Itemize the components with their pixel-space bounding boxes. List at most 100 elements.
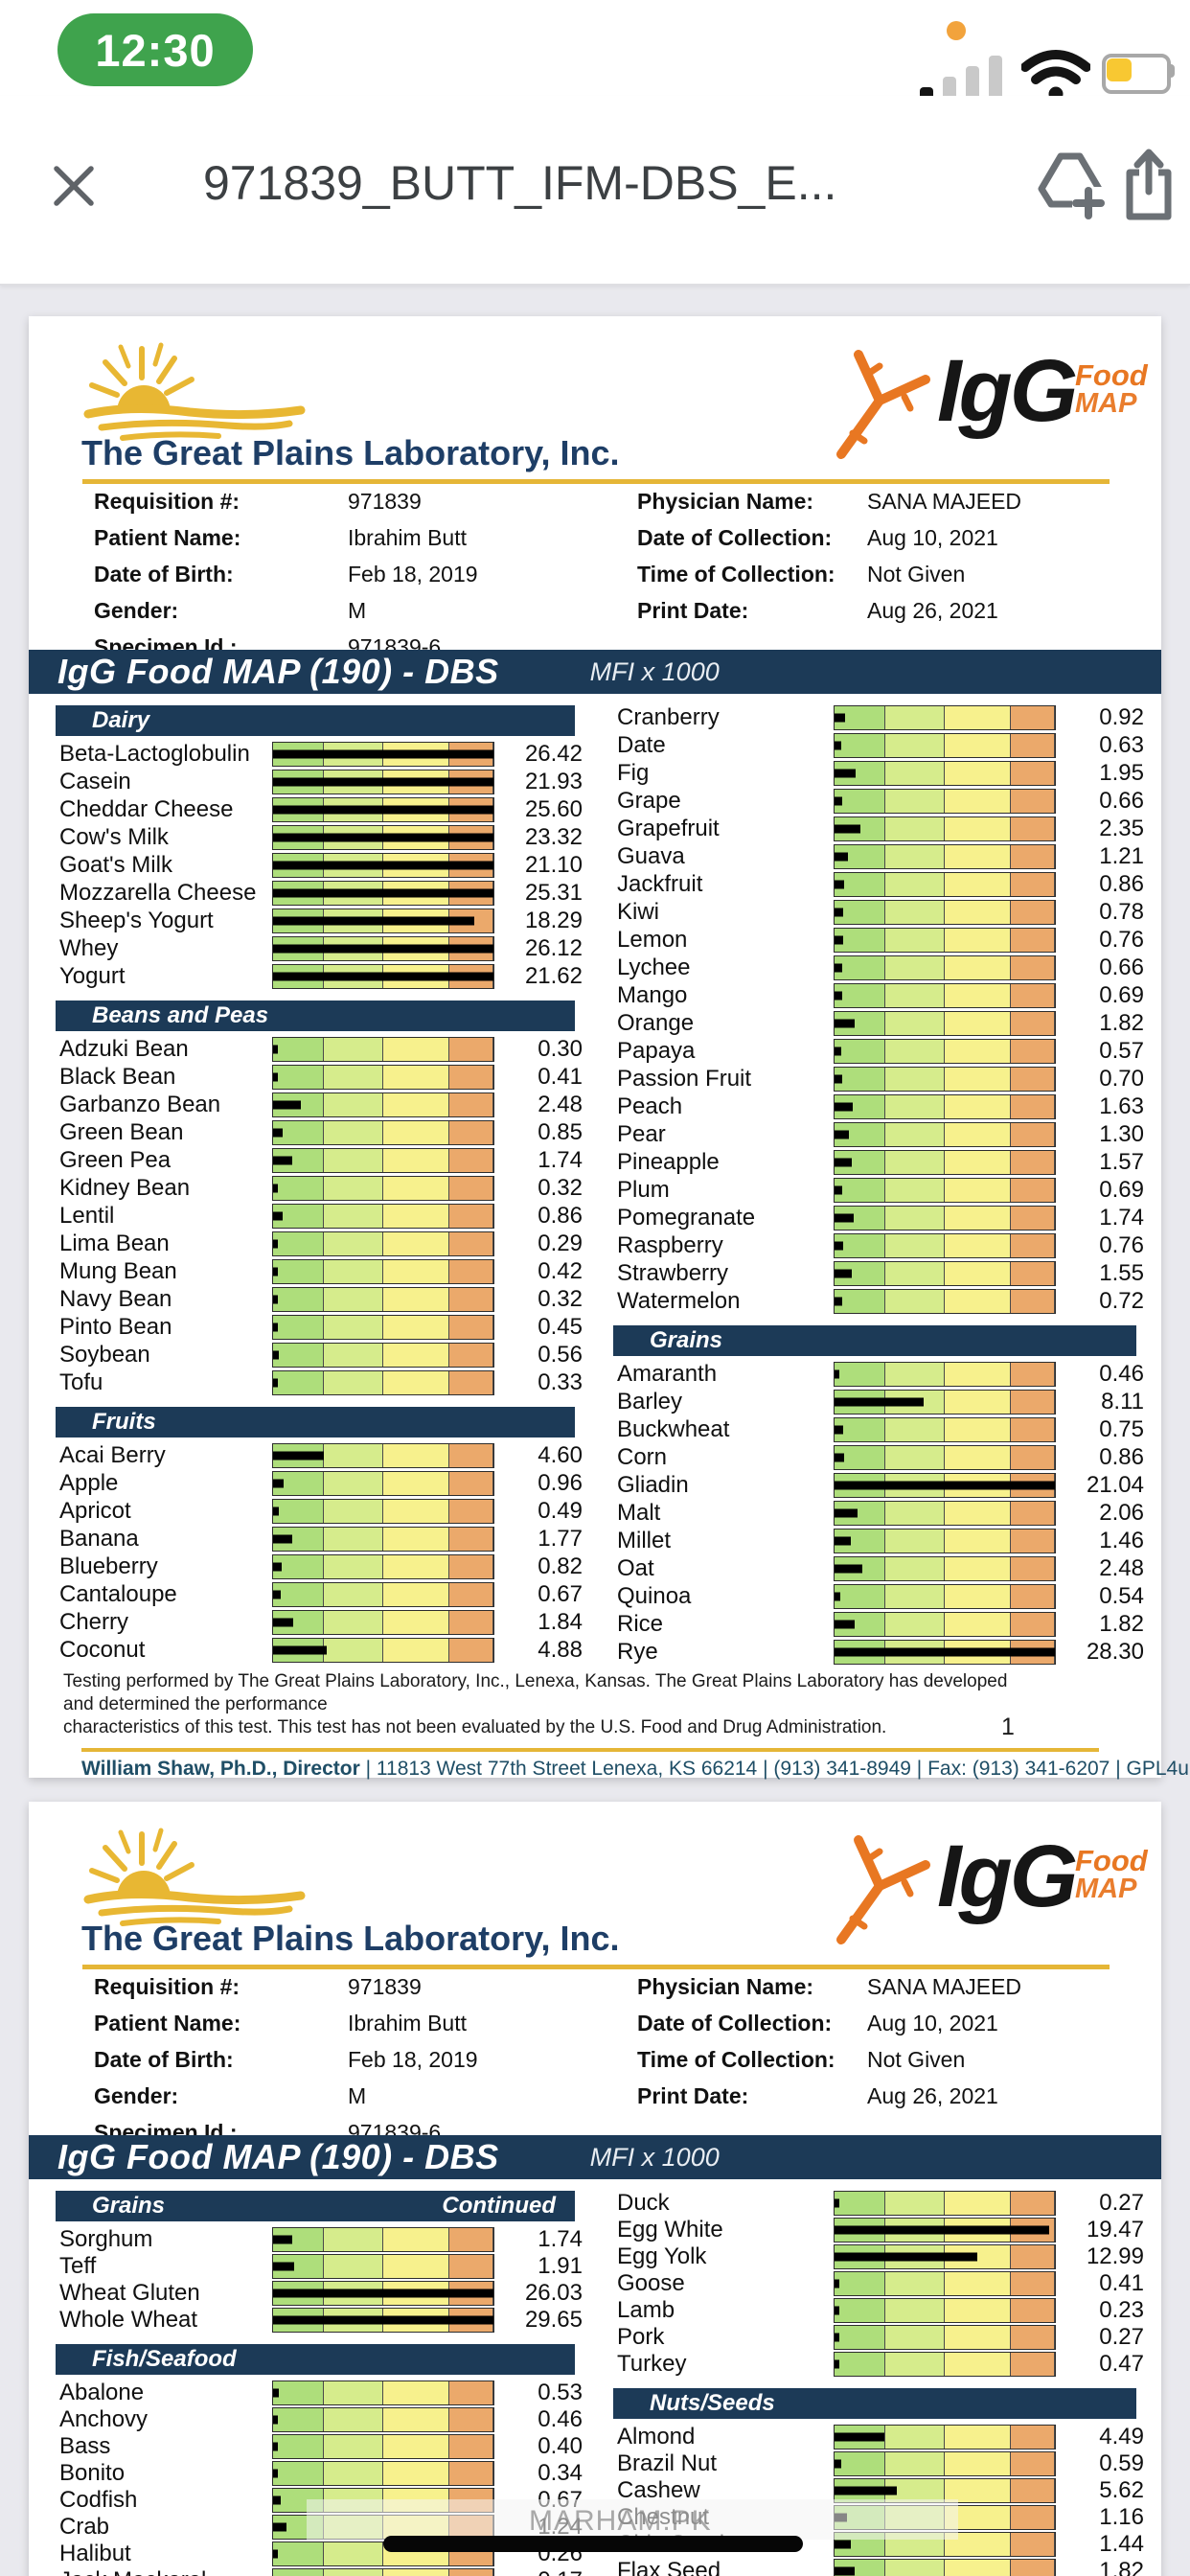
bar-zone: [944, 1391, 1011, 1414]
bar-zone: [273, 1371, 324, 1394]
bar-value-fill: [835, 1592, 841, 1601]
close-button[interactable]: [40, 148, 107, 228]
bar-value-fill: [835, 2540, 851, 2549]
logo-map-text: MAP: [1075, 1874, 1137, 1904]
field-label: Requisition #:: [94, 489, 240, 514]
bar-zone: [323, 1316, 383, 1339]
result-row: Yogurt 21.62: [46, 963, 584, 989]
bar-zone: [944, 706, 1011, 729]
bar-zone: [835, 1585, 885, 1608]
bar-value-fill: [273, 2496, 281, 2505]
bar-zone: [1010, 1585, 1055, 1608]
result-bar: [834, 1289, 1056, 1314]
result-value: 1.95: [1099, 760, 1144, 786]
bar-value-fill: [835, 1425, 843, 1435]
result-row: Green Pea 1.74: [46, 1147, 584, 1173]
result-bar: [272, 964, 494, 989]
bar-zone: [835, 873, 885, 896]
result-value: 0.17: [494, 2567, 584, 2576]
bar-zone: [884, 1262, 945, 1285]
bar-zone: [884, 1530, 945, 1552]
result-row: Mung Bean 0.42: [46, 1258, 584, 1284]
result-row: Date 0.63: [604, 732, 1146, 758]
share-button[interactable]: [1115, 148, 1182, 228]
bar-zone: [323, 1444, 383, 1467]
result-bar: [834, 2218, 1056, 2242]
result-value: 1.57: [1099, 1149, 1144, 1175]
field-label: Requisition #:: [94, 1974, 240, 1999]
bar-zone: [448, 1472, 493, 1495]
field-label: Physician Name:: [637, 489, 814, 514]
bar-zone: [835, 2326, 885, 2349]
result-value: 0.46: [538, 2406, 583, 2432]
patient-field-row: Gender: M: [94, 2083, 611, 2109]
result-bar: [272, 1231, 494, 1256]
bar-zone: [944, 1234, 1011, 1257]
result-value: 1.30: [1099, 1121, 1144, 1147]
result-row: Cranberry 0.92: [604, 704, 1146, 730]
result-value: 0.72: [1099, 1288, 1144, 1314]
bar-zone: [448, 2381, 493, 2404]
result-row: Tofu 0.33: [46, 1369, 584, 1395]
time-pill[interactable]: 12:30: [57, 13, 253, 86]
result-row: Cherry 1.84: [46, 1609, 584, 1635]
bar-zone: [944, 2272, 1011, 2295]
section-header: Fish/Seafood: [56, 2344, 575, 2375]
bar-zone: [323, 1528, 383, 1551]
field-label: Gender:: [94, 2083, 179, 2108]
result-bar: [272, 1315, 494, 1340]
bar-zone: [835, 1068, 885, 1091]
result-row: Banana 1.77: [46, 1526, 584, 1552]
food-label: Lamb: [617, 2297, 675, 2323]
section-title: Nuts/Seeds: [650, 2390, 775, 2416]
bar-zone: [382, 1611, 449, 1634]
result-value: 1.44: [1099, 2531, 1144, 2557]
bar-value-fill: [273, 2315, 493, 2325]
result-row: Fig 1.95: [604, 760, 1146, 786]
result-value: 26.42: [524, 741, 583, 767]
bar-zone: [835, 734, 885, 757]
result-value: 0.57: [1099, 1038, 1144, 1064]
food-label: Yogurt: [59, 963, 126, 989]
bar-zone: [1010, 1040, 1055, 1063]
food-label: Pear: [617, 1121, 666, 1147]
food-label: Guava: [617, 843, 685, 869]
bar-zone: [884, 2326, 945, 2349]
home-indicator[interactable]: [383, 2536, 803, 2552]
add-to-drive-button[interactable]: [1037, 148, 1105, 228]
result-value: 29.65: [524, 2307, 583, 2333]
bar-value-fill: [273, 805, 493, 815]
bar-zone: [448, 1177, 493, 1200]
bar-value-fill: [835, 880, 844, 889]
bar-value-fill: [273, 1645, 328, 1655]
food-label: Casein: [59, 769, 131, 794]
result-value: 1.16: [1099, 2504, 1144, 2530]
result-row: Egg White 19.47: [604, 2217, 1146, 2242]
result-bar: [272, 1092, 494, 1117]
bar-zone: [448, 1583, 493, 1606]
bar-zone: [1010, 790, 1055, 813]
bar-value-fill: [835, 1158, 853, 1167]
food-label: Rye: [617, 1639, 658, 1665]
result-row: Jackfruit 0.86: [604, 871, 1146, 897]
bar-zone: [273, 2408, 324, 2431]
result-bar: [272, 1343, 494, 1368]
bar-zone: [944, 1012, 1011, 1035]
bar-zone: [944, 956, 1011, 979]
result-row: Jack Mackerel 0.17: [46, 2567, 584, 2576]
result-row: Lemon 0.76: [604, 927, 1146, 953]
result-value: 23.32: [524, 824, 583, 850]
report-title-band: IgG Food MAP (190) - DBS MFI x 1000: [29, 2135, 1161, 2179]
bar-zone: [884, 1446, 945, 1469]
bar-value-fill: [273, 2415, 279, 2425]
bar-zone: [382, 2381, 449, 2404]
result-value: 1.46: [1099, 1528, 1144, 1553]
food-label: Fig: [617, 760, 650, 786]
bar-zone: [835, 929, 885, 952]
result-row: Lima Bean 0.29: [46, 1230, 584, 1256]
bar-value-fill: [273, 888, 493, 898]
result-bar: [272, 1499, 494, 1524]
bar-zone: [1010, 2479, 1055, 2502]
bar-zone: [944, 2452, 1011, 2475]
result-bar: [834, 2271, 1056, 2296]
